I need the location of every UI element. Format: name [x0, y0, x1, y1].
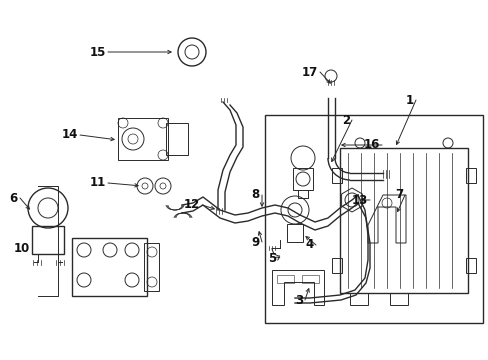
- Text: 14: 14: [61, 129, 78, 141]
- Text: 7: 7: [394, 189, 402, 202]
- Text: 6: 6: [10, 192, 18, 204]
- Text: 5: 5: [267, 252, 275, 265]
- Bar: [286, 224, 303, 242]
- Text: 1: 1: [405, 94, 413, 107]
- Text: 8: 8: [251, 189, 260, 202]
- Bar: [32, 226, 64, 254]
- Text: 13: 13: [351, 194, 367, 207]
- Bar: [276, 275, 293, 283]
- Bar: [118, 118, 168, 160]
- Bar: [389, 293, 407, 305]
- Bar: [339, 148, 467, 293]
- Bar: [165, 123, 187, 155]
- Text: 11: 11: [90, 176, 106, 189]
- Bar: [331, 168, 341, 183]
- Text: 17: 17: [301, 66, 317, 78]
- Text: 2: 2: [341, 113, 349, 126]
- Bar: [264, 115, 482, 323]
- Bar: [465, 168, 475, 183]
- Text: 12: 12: [183, 198, 200, 211]
- Bar: [72, 238, 147, 296]
- Text: 10: 10: [14, 242, 30, 255]
- Text: 16: 16: [363, 139, 379, 152]
- Text: 4: 4: [305, 238, 313, 252]
- Text: 9: 9: [251, 235, 260, 248]
- Bar: [331, 258, 341, 273]
- Bar: [465, 258, 475, 273]
- Bar: [292, 168, 312, 190]
- Bar: [349, 293, 367, 305]
- Bar: [302, 275, 318, 283]
- Bar: [143, 243, 159, 291]
- Text: 3: 3: [294, 293, 303, 306]
- Text: 15: 15: [89, 45, 106, 58]
